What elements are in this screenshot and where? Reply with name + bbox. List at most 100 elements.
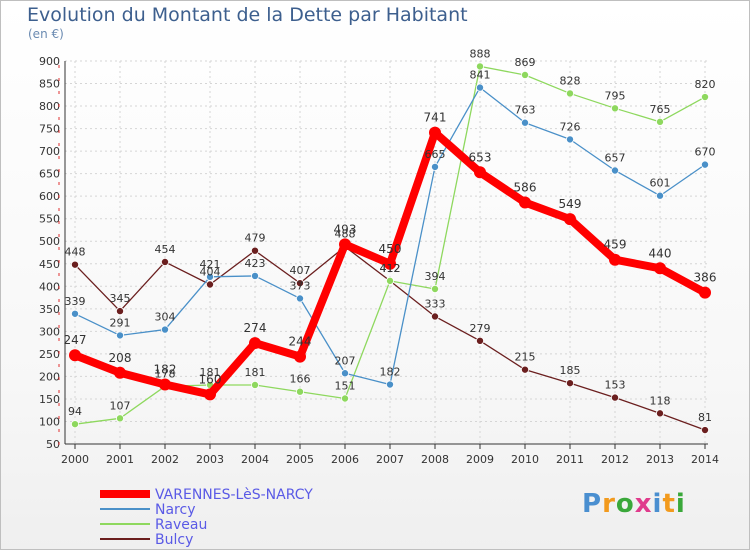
data-point bbox=[566, 379, 575, 388]
x-tick-label: 2012 bbox=[601, 453, 629, 466]
data-point bbox=[701, 93, 710, 102]
data-point bbox=[654, 262, 666, 275]
data-label: 665 bbox=[425, 148, 446, 161]
data-label: 207 bbox=[335, 354, 356, 367]
data-label: 493 bbox=[334, 222, 357, 236]
data-label: 291 bbox=[110, 316, 131, 329]
data-point bbox=[204, 388, 216, 401]
data-label: 421 bbox=[200, 258, 221, 271]
data-label: 166 bbox=[290, 373, 311, 386]
data-point bbox=[430, 162, 439, 171]
data-label: 795 bbox=[605, 89, 626, 102]
data-point bbox=[475, 336, 484, 345]
legend-label: Narcy bbox=[155, 502, 195, 518]
data-point bbox=[250, 271, 259, 280]
y-tick-label: 300 bbox=[39, 325, 60, 338]
x-tick-label: 2013 bbox=[646, 453, 674, 466]
legend-label: VARENNES-LèS-NARCY bbox=[155, 487, 313, 503]
data-label: 373 bbox=[290, 279, 311, 292]
y-tick-label: 50 bbox=[46, 438, 60, 451]
x-tick-label: 2001 bbox=[106, 453, 134, 466]
x-tick-label: 2008 bbox=[421, 453, 449, 466]
data-point bbox=[699, 286, 711, 299]
data-point bbox=[429, 126, 441, 139]
logo-letter: x bbox=[634, 489, 653, 519]
data-point bbox=[611, 393, 620, 402]
data-point bbox=[385, 276, 394, 285]
data-point bbox=[656, 191, 665, 200]
y-tick-label: 550 bbox=[39, 213, 60, 226]
legend-label: Raveau bbox=[155, 517, 207, 533]
y-tick-label: 600 bbox=[39, 190, 60, 203]
data-label: 459 bbox=[604, 238, 627, 252]
x-tick-label: 2011 bbox=[556, 453, 584, 466]
logo-letter: r bbox=[602, 489, 616, 519]
y-tick-label: 900 bbox=[39, 55, 60, 68]
data-point bbox=[566, 135, 575, 144]
data-label: 181 bbox=[200, 366, 221, 379]
y-tick-label: 500 bbox=[39, 235, 60, 248]
data-label: 247 bbox=[64, 333, 87, 347]
x-tick-label: 2004 bbox=[241, 453, 269, 466]
x-tick-label: 2000 bbox=[61, 453, 89, 466]
data-label: 657 bbox=[605, 151, 626, 164]
data-label: 81 bbox=[698, 411, 712, 424]
data-label: 479 bbox=[245, 232, 266, 245]
data-point bbox=[519, 196, 531, 209]
logo-letter: o bbox=[615, 489, 635, 519]
chart-subtitle: (en €) bbox=[28, 27, 64, 41]
data-label: 118 bbox=[650, 394, 671, 407]
data-label: 404 bbox=[200, 265, 221, 278]
data-label: 423 bbox=[245, 257, 266, 270]
data-label: 412 bbox=[380, 262, 401, 275]
data-point bbox=[430, 284, 439, 293]
data-label: 208 bbox=[109, 351, 132, 365]
data-point bbox=[656, 409, 665, 418]
data-point bbox=[71, 260, 80, 269]
data-label: 386 bbox=[694, 271, 717, 285]
data-point bbox=[340, 369, 349, 378]
data-label: 549 bbox=[559, 197, 582, 211]
data-point bbox=[566, 89, 575, 98]
data-label: 304 bbox=[155, 311, 176, 324]
data-point bbox=[474, 166, 486, 179]
data-label: 274 bbox=[244, 321, 267, 335]
data-label: 345 bbox=[110, 292, 131, 305]
data-point bbox=[71, 420, 80, 429]
y-tick-label: 850 bbox=[39, 78, 60, 91]
data-point bbox=[701, 426, 710, 435]
y-tick-label: 250 bbox=[39, 348, 60, 361]
logo-letter: t bbox=[662, 489, 676, 519]
x-tick-label: 2005 bbox=[286, 453, 314, 466]
data-label: 279 bbox=[470, 322, 491, 335]
data-label: 339 bbox=[65, 295, 86, 308]
data-point bbox=[114, 366, 126, 379]
data-point bbox=[384, 257, 396, 270]
data-point bbox=[340, 394, 349, 403]
data-point bbox=[116, 414, 125, 423]
data-point bbox=[656, 117, 665, 126]
data-label: 94 bbox=[68, 405, 82, 418]
data-label: 820 bbox=[695, 78, 716, 91]
data-label: 763 bbox=[515, 104, 536, 117]
data-point bbox=[701, 160, 710, 169]
data-point bbox=[564, 213, 576, 226]
data-label: 151 bbox=[335, 379, 356, 392]
logo-letter: P bbox=[582, 489, 603, 519]
data-point bbox=[385, 380, 394, 389]
data-point bbox=[294, 350, 306, 363]
x-tick-label: 2010 bbox=[511, 453, 539, 466]
data-label: 454 bbox=[155, 243, 176, 256]
data-point bbox=[249, 337, 261, 350]
data-label: 215 bbox=[515, 351, 536, 364]
x-tick-label: 2006 bbox=[331, 453, 359, 466]
data-label: 653 bbox=[469, 150, 492, 164]
data-label: 450 bbox=[379, 242, 402, 256]
data-point bbox=[71, 309, 80, 318]
logo-letter: i bbox=[675, 489, 686, 519]
data-point bbox=[521, 70, 530, 79]
proxiti-logo: Proxiti bbox=[582, 489, 686, 519]
y-tick-label: 200 bbox=[39, 370, 60, 383]
x-tick-label: 2009 bbox=[466, 453, 494, 466]
data-label: 182 bbox=[154, 363, 177, 377]
